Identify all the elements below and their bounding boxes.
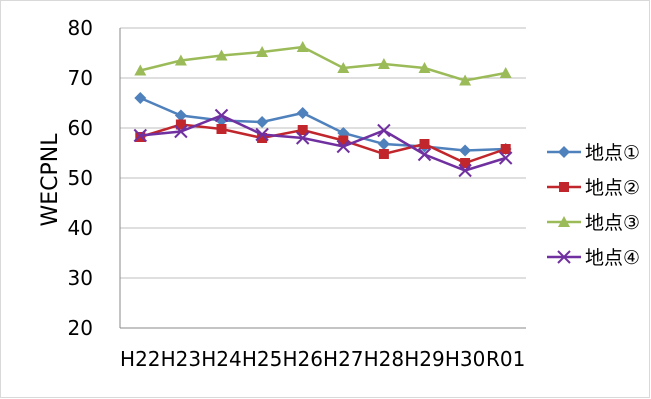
series-4-point-H28-stroke2 [377, 123, 391, 138]
x-tick-H30: H30 [445, 347, 486, 371]
series-1-point-H26 [296, 107, 309, 119]
legend-marker-4 [557, 250, 571, 264]
series-4-point-H27 [336, 139, 351, 154]
x-tick-R01: R01 [486, 347, 525, 371]
legend-item-1: 地点① [547, 142, 640, 164]
series-1-point-H23 [174, 109, 187, 122]
legend-item-3: 地点③ [547, 212, 640, 234]
series-3-point-H23 [174, 54, 187, 66]
legend-marker-4-stroke2 [557, 250, 571, 264]
series-2-point-H26 [297, 125, 308, 135]
x-tick-H22: H22 [120, 347, 161, 371]
y-tick-50: 50 [68, 166, 93, 190]
series-3-point-H24 [215, 49, 228, 61]
series-4-point-H29 [417, 147, 432, 162]
y-tick-20: 20 [68, 316, 93, 340]
series-1-point-H22 [134, 92, 147, 104]
series-2-point-H30 [460, 158, 471, 168]
series-4-point-H22-stroke2 [133, 128, 148, 143]
y-axis-label: WECPNL [38, 133, 63, 227]
x-tick-H26: H26 [282, 347, 323, 371]
series-4-line [140, 114, 507, 172]
x-tick-labels: H22 H23 H24 H25 H26 H27 H28 H29 H30 R01 [120, 347, 525, 371]
series-2-point-H27 [338, 135, 349, 146]
series-3-line [140, 45, 506, 82]
x-tick-H28: H28 [364, 347, 405, 371]
series-4-point-H24 [214, 108, 229, 123]
legend-marker-1 [558, 146, 570, 158]
series-2-point-R01 [500, 144, 511, 154]
legend-label-1: 地点① [585, 142, 640, 164]
y-tick-70: 70 [68, 66, 93, 90]
series-1 [134, 92, 512, 157]
legend-marker-2 [559, 182, 569, 192]
legend: 地点① 地点② 地点③ 地点④ [547, 142, 640, 269]
series-3-point-H27 [337, 62, 350, 73]
series-2-point-H29 [419, 139, 430, 149]
legend-marker-3 [558, 216, 570, 227]
series-4-point-H23 [174, 124, 188, 139]
series-2 [135, 119, 511, 168]
series-3-point-H29 [418, 62, 431, 73]
legend-label-3: 地点③ [585, 212, 640, 234]
series-4-point-H29-stroke2 [417, 147, 432, 162]
legend-label-4: 地点④ [585, 247, 640, 269]
x-tick-H29: H29 [404, 347, 445, 371]
x-tick-H24: H24 [201, 347, 242, 371]
series-1-point-H28 [377, 138, 390, 150]
series-4-point-H24-stroke2 [214, 108, 229, 123]
series-4 [133, 108, 513, 178]
series-2-point-H24 [216, 124, 227, 134]
series-2-point-H25 [257, 133, 268, 143]
x-tick-H23: H23 [161, 347, 202, 371]
series-2-point-H28 [378, 149, 389, 159]
series-4-point-H26 [295, 131, 310, 145]
legend-label-2: 地点② [585, 177, 640, 199]
legend-item-4: 地点④ [547, 247, 640, 269]
series-4-point-R01-stroke2 [498, 151, 513, 165]
series-2-point-H23 [175, 119, 186, 130]
series-1-point-H30 [459, 144, 472, 157]
series-3-point-H22 [134, 64, 147, 76]
y-tick-30: 30 [68, 266, 93, 290]
series-3-point-H30 [459, 74, 472, 86]
series-3-point-R01 [499, 67, 512, 78]
series-group [133, 41, 513, 178]
x-tick-H27: H27 [323, 347, 364, 371]
y-tick-60: 60 [68, 116, 93, 140]
series-4-point-R01 [498, 151, 513, 165]
y-tick-40: 40 [68, 216, 93, 240]
series-4-point-H22 [133, 128, 148, 143]
legend-item-2: 地点② [547, 177, 640, 199]
series-3-point-H28 [377, 58, 390, 69]
series-4-point-H27-stroke2 [336, 139, 351, 154]
y-tick-80: 80 [68, 16, 93, 40]
series-4-point-H28 [377, 123, 391, 138]
series-4-point-H25 [255, 127, 269, 142]
series-3 [134, 41, 512, 86]
series-4-point-H30-stroke2 [458, 163, 472, 178]
series-4-point-H30 [458, 163, 472, 178]
series-3-point-H25 [256, 46, 269, 57]
series-1-line [139, 96, 506, 152]
series-1-point-H25 [256, 116, 269, 128]
series-4-point-H23-stroke2 [174, 124, 188, 139]
x-tick-H25: H25 [242, 347, 283, 371]
series-4-point-H25-stroke2 [255, 127, 269, 142]
series-4-point-H26-stroke2 [295, 131, 310, 145]
series-2-point-H22 [135, 132, 146, 142]
series-3-point-H26 [296, 41, 309, 52]
y-tick-labels: 20 30 40 50 60 70 80 [68, 16, 93, 340]
grid-lines [119, 27, 526, 329]
series-2-line [139, 123, 507, 165]
